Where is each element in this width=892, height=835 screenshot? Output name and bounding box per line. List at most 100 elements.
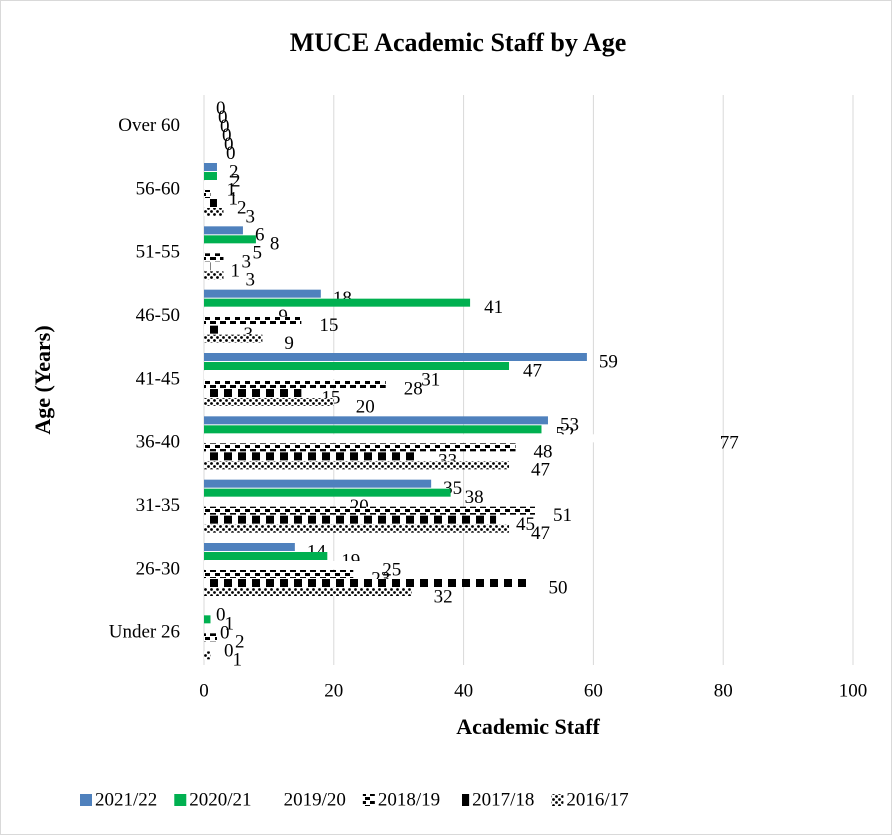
data-label: 47 (523, 360, 542, 381)
bar (204, 235, 256, 244)
y-tick-label: 31-35 (136, 495, 180, 516)
bar (204, 244, 237, 253)
data-label: 8 (270, 234, 280, 255)
x-tick-label: 20 (324, 680, 343, 701)
legend-label: 2016/17 (566, 789, 628, 810)
data-label: 0 (216, 98, 226, 119)
bar (204, 434, 704, 443)
x-tick-label: 80 (714, 680, 733, 701)
data-label: 5 (252, 243, 262, 264)
bar (204, 524, 510, 533)
y-tick-label: 56-60 (136, 178, 180, 199)
bar (204, 208, 224, 216)
data-label: 28 (404, 378, 423, 399)
data-label: 2 (229, 161, 239, 182)
chart-title: MUCE Academic Staff by Age (290, 28, 627, 57)
legend-label: 2018/19 (378, 789, 440, 810)
data-label: 0 (220, 623, 230, 644)
data-label: 50 (549, 577, 568, 598)
bar (204, 172, 217, 180)
x-axis-label: Academic Staff (456, 714, 600, 739)
bar (204, 307, 263, 316)
bar (204, 579, 529, 587)
y-axis-label: Age (Years) (30, 325, 55, 434)
data-label: 45 (516, 514, 535, 535)
bar (204, 190, 211, 198)
data-label: 32 (434, 586, 453, 607)
data-label: 1 (224, 614, 234, 635)
bar (204, 163, 217, 171)
data-label: 3 (245, 270, 255, 291)
bar (204, 181, 211, 189)
data-label: 0 (220, 116, 230, 137)
x-tick-label: 60 (584, 680, 603, 701)
legend-swatch (551, 794, 564, 806)
y-tick-label: Over 60 (118, 115, 180, 136)
y-tick-label: 51-55 (136, 242, 180, 263)
bar (204, 615, 211, 624)
legend-label: 2017/18 (472, 789, 534, 810)
data-label: 31 (421, 369, 440, 390)
legend-swatch (174, 794, 187, 806)
data-label: 59 (599, 351, 618, 372)
data-label: 9 (284, 333, 294, 354)
bar (204, 316, 302, 325)
data-label: 0 (216, 605, 226, 626)
data-label: 51 (553, 505, 572, 526)
data-label: 1 (228, 188, 238, 209)
data-label: 47 (531, 523, 550, 544)
legend-label: 2020/21 (189, 789, 251, 810)
bar (204, 371, 406, 379)
bar (204, 226, 243, 235)
x-tick-label: 40 (454, 680, 473, 701)
data-label: 0 (224, 641, 234, 662)
legend-label: 2019/20 (284, 789, 346, 810)
data-label: 41 (484, 297, 503, 318)
data-label: 25 (382, 559, 401, 580)
bar (204, 389, 302, 397)
bar (204, 497, 334, 506)
bar (204, 588, 412, 596)
data-label: 77 (720, 433, 739, 454)
data-label: 9 (278, 306, 288, 327)
data-label: 6 (255, 225, 265, 246)
bar (204, 271, 224, 280)
bar (204, 325, 224, 334)
y-tick-label: 46-50 (136, 305, 180, 326)
data-label: 15 (319, 315, 338, 336)
data-label: 38 (465, 487, 484, 508)
bar (204, 570, 354, 578)
bar (204, 398, 334, 406)
bar (204, 334, 263, 343)
bar (204, 552, 328, 560)
legend-label: 2021/22 (95, 789, 157, 810)
data-label: 0 (226, 143, 236, 164)
bar (204, 633, 217, 642)
data-label: 3 (243, 324, 253, 345)
bar (204, 506, 535, 515)
data-label: 47 (531, 460, 550, 481)
bar (204, 651, 211, 660)
bar (204, 425, 542, 434)
data-label: 2 (235, 632, 245, 653)
bar (204, 199, 217, 207)
bar (204, 362, 510, 370)
data-label: 1 (232, 650, 242, 671)
bar (204, 353, 587, 361)
data-label: 0 (224, 134, 234, 155)
data-label: 3 (245, 206, 255, 227)
bar (204, 452, 419, 461)
legend-swatch (268, 794, 281, 806)
x-tick-label: 100 (839, 680, 868, 701)
y-tick-label: 36-40 (136, 432, 180, 453)
data-label: 53 (560, 415, 579, 436)
y-tick-label: 26-30 (136, 558, 180, 579)
bar (204, 416, 548, 425)
bar (204, 380, 386, 388)
bar (204, 253, 224, 262)
bar (204, 443, 516, 452)
y-tick-label: Under 26 (109, 622, 180, 643)
bar (204, 461, 510, 470)
bar (204, 479, 432, 488)
y-tick-label: 41-45 (136, 368, 180, 389)
